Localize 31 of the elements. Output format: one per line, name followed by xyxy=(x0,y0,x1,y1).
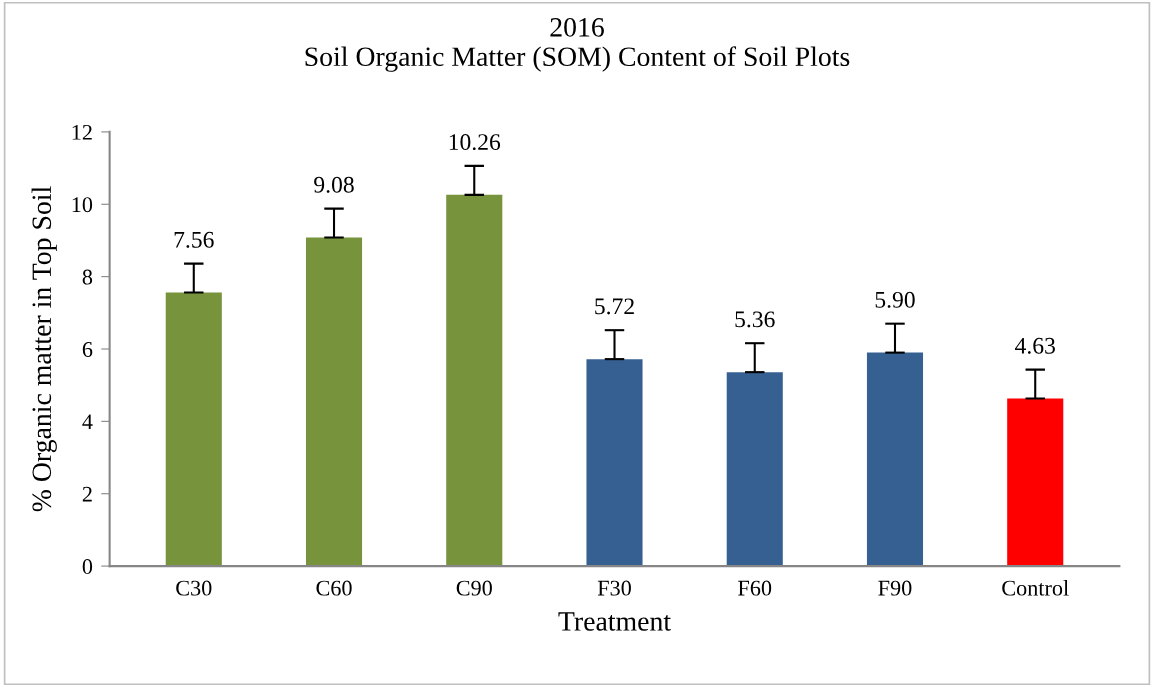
y-tick-label: 0 xyxy=(82,559,93,575)
bar xyxy=(165,292,222,567)
x-tick-label: F30 xyxy=(597,580,631,596)
y-tick-label: 8 xyxy=(82,269,93,285)
data-label: 7.56 xyxy=(174,231,214,248)
data-label: 10.26 xyxy=(449,134,501,151)
bar xyxy=(446,194,503,567)
x-tick-label: Control xyxy=(1002,579,1069,596)
y-tick-label: 6 xyxy=(82,341,93,357)
x-tick-label: F60 xyxy=(738,580,772,596)
y-axis-title: % Organic matter in Top Soil xyxy=(31,186,57,512)
y-tick-label: 4 xyxy=(82,414,93,430)
bar xyxy=(305,237,363,567)
data-label: 4.63 xyxy=(1015,337,1055,354)
y-tick-label: 2 xyxy=(82,486,92,502)
y-tick-label: 10 xyxy=(72,197,93,213)
chart-title: 2016 Soil Organic Matter (SOM) Content of Soil Plots xyxy=(305,17,850,72)
bar xyxy=(1007,398,1064,567)
bar xyxy=(726,372,783,567)
data-label: 9.08 xyxy=(314,176,354,193)
y-tick-label: 12 xyxy=(72,124,92,140)
data-label: 5.36 xyxy=(735,311,775,328)
bar xyxy=(586,359,643,567)
bar xyxy=(866,352,924,567)
data-label: 5.72 xyxy=(595,298,634,315)
x-tick-label: C90 xyxy=(456,580,492,596)
x-tick-label: C60 xyxy=(316,580,352,596)
x-tick-label: F90 xyxy=(878,580,912,596)
data-label: 5.90 xyxy=(875,291,915,308)
x-tick-label: C30 xyxy=(176,580,212,596)
x-axis-title: Treatment xyxy=(558,612,671,631)
